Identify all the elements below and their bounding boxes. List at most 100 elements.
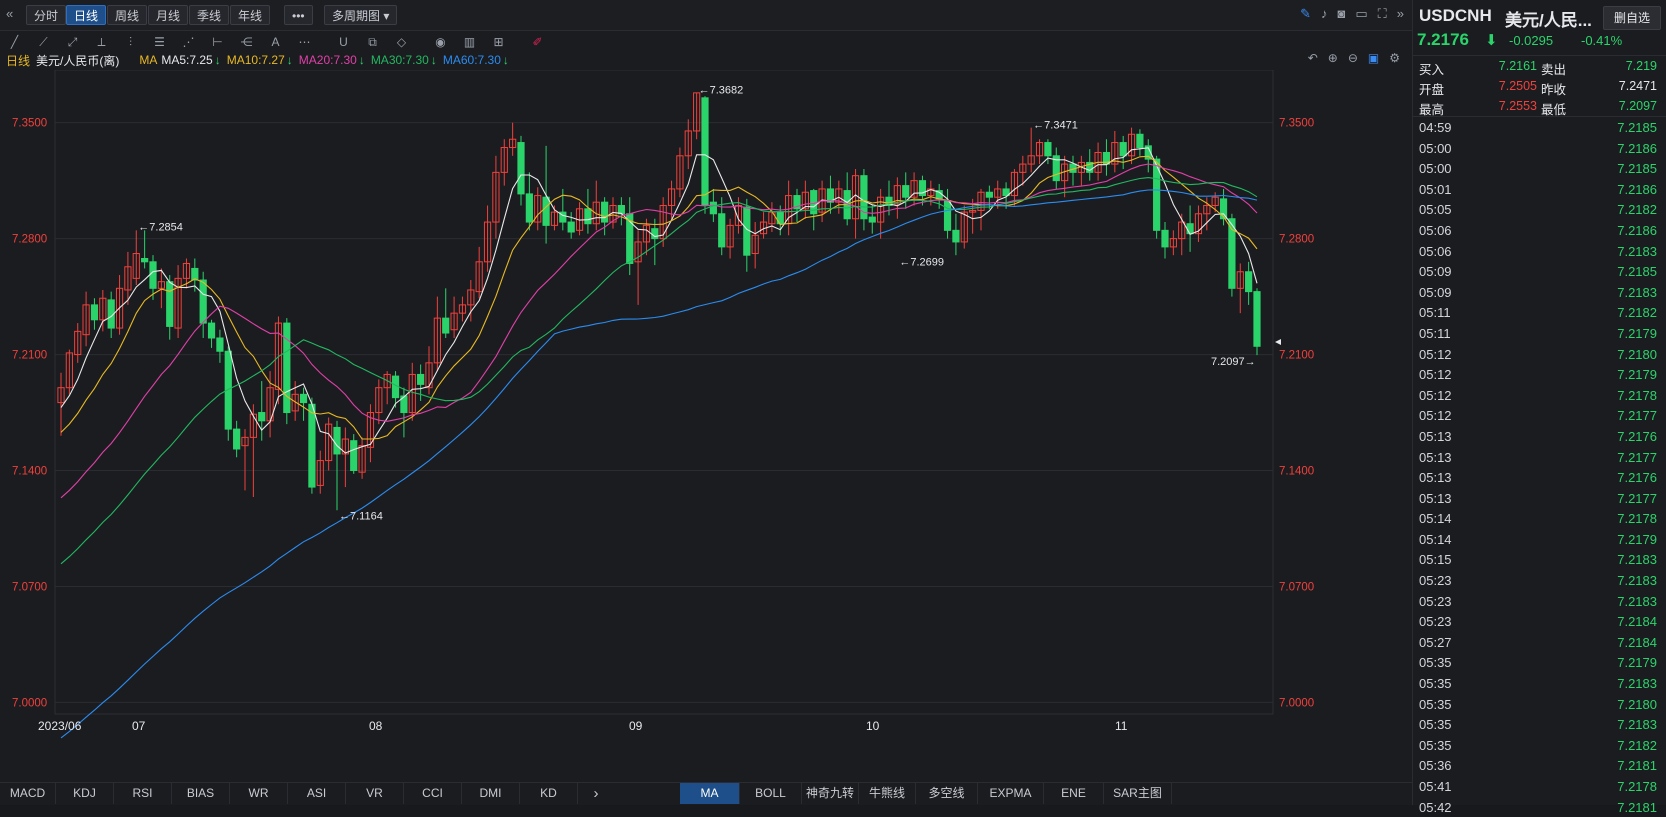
tab-kdj[interactable]: KDJ xyxy=(56,783,114,804)
multi-period-dropdown[interactable]: 多周期图 ▾ xyxy=(324,5,398,25)
parallel-tool-icon[interactable]: ⫶ xyxy=(128,34,132,49)
tab-cci[interactable]: CCI xyxy=(404,783,462,804)
tab-magic-nine[interactable]: 神奇九转 xyxy=(802,783,859,804)
camera-icon[interactable]: ◙ xyxy=(1337,6,1346,21)
zoom-in-icon[interactable]: ⊕ xyxy=(1327,51,1338,65)
screen-icon[interactable]: ▭ xyxy=(1355,6,1368,21)
double-chevron-right-icon[interactable]: » xyxy=(1396,6,1404,21)
candle-down xyxy=(1119,142,1127,157)
tab-sar[interactable]: SAR主图 xyxy=(1104,783,1172,804)
candle-up xyxy=(249,413,257,438)
candle-down xyxy=(1044,142,1052,157)
segment-tool-icon[interactable]: ⤢ xyxy=(67,34,78,49)
tick-row: 05:13 7.2176 xyxy=(1413,426,1666,447)
more-periods-button[interactable]: ••• xyxy=(284,5,313,25)
layout-icon[interactable]: ▣ xyxy=(1367,51,1380,65)
candle-down xyxy=(141,257,149,263)
tick-list[interactable]: 04:59 7.2185 05:00 7.2186 05:00 7.2185 05:01 7.… xyxy=(1413,116,1666,817)
fib-tool-icon[interactable]: ☰ xyxy=(154,35,165,49)
tick-time: 05:35 xyxy=(1419,676,1452,692)
group-icon[interactable]: ⊞ xyxy=(493,35,504,49)
tab-ma[interactable]: MA xyxy=(680,783,740,804)
candle-up xyxy=(1019,163,1027,173)
candle-up xyxy=(877,196,885,223)
tab-dmi[interactable]: DMI xyxy=(462,783,520,804)
tick-price: 7.2186 xyxy=(1617,181,1657,197)
tick-row: 05:23 7.2183 xyxy=(1413,591,1666,612)
fan-tool-icon[interactable]: ⋲ xyxy=(240,35,253,49)
gann-tool-icon[interactable]: ⋰ xyxy=(182,35,195,49)
bell-icon[interactable]: ♪ xyxy=(1321,6,1328,21)
magnet-icon[interactable]: U xyxy=(339,35,348,49)
tab-boll[interactable]: BOLL xyxy=(740,783,802,804)
period-tab-monthly[interactable]: 月线 xyxy=(148,5,189,25)
period-tab-daily[interactable]: 日线 xyxy=(66,5,107,25)
chevron-right-icon[interactable]: › xyxy=(593,785,599,802)
quote-label: 卖出 xyxy=(1541,63,1567,77)
candle-down xyxy=(902,185,910,198)
candle-up xyxy=(291,393,299,412)
period-tab-quarterly[interactable]: 季线 xyxy=(189,5,230,25)
tab-asi[interactable]: ASI xyxy=(288,783,346,804)
double-chevron-left-icon[interactable]: « xyxy=(6,6,14,21)
candle-down xyxy=(943,200,952,231)
trash-icon[interactable]: ▥ xyxy=(463,35,476,49)
tab-rsi[interactable]: RSI xyxy=(114,783,172,804)
quote-value: 7.2553 xyxy=(1498,99,1537,113)
tick-price: 7.2178 xyxy=(1617,511,1657,527)
quote-label: 最低 xyxy=(1541,103,1567,117)
tab-bull-bear-line[interactable]: 牛熊线 xyxy=(859,783,916,804)
copy-icon[interactable]: ⧉ xyxy=(368,34,377,49)
more-tools-icon[interactable]: ⋯ xyxy=(298,35,311,49)
kline-chart[interactable]: 7.3500 7.3500 7.2800 7.2800 7.2100 7.2100 7.14… xyxy=(0,70,1412,770)
tab-wr[interactable]: WR xyxy=(230,783,288,804)
candle-up xyxy=(458,304,467,314)
kline-chart-svg[interactable]: 7.3500 7.3500 7.2800 7.2800 7.2100 7.2100 7.14… xyxy=(0,70,1412,770)
channel-tool-icon[interactable]: ⟂ xyxy=(97,34,106,49)
tick-price: 7.2180 xyxy=(1617,346,1657,362)
tab-long-short-line[interactable]: 多空线 xyxy=(916,783,978,804)
eye-icon[interactable]: ◉ xyxy=(435,35,446,49)
tick-time: 05:13 xyxy=(1419,470,1452,486)
price-change-percent: -0.41% xyxy=(1581,33,1623,48)
fullscreen-icon[interactable]: ⛶ xyxy=(1377,6,1387,21)
quote-label: 最高 xyxy=(1419,103,1445,117)
period-tab-weekly[interactable]: 周线 xyxy=(107,5,148,25)
line-tool-icon[interactable]: ╱ xyxy=(10,35,19,49)
tab-expma[interactable]: EXPMA xyxy=(978,783,1044,804)
ruler-icon[interactable]: ✐ xyxy=(532,35,543,49)
tab-ene[interactable]: ENE xyxy=(1044,783,1104,804)
tab-macd[interactable]: MACD xyxy=(0,783,56,804)
tab-kd[interactable]: KD xyxy=(520,783,578,804)
candle-down xyxy=(1153,158,1161,231)
candle-up xyxy=(684,130,692,157)
tick-row: 05:00 7.2185 xyxy=(1413,158,1666,179)
pencil-icon[interactable]: ✎ xyxy=(1300,6,1311,21)
period-tab-intraday[interactable]: 分时 xyxy=(26,5,67,25)
tick-row: 05:09 7.2183 xyxy=(1413,282,1666,303)
ray-tool-icon[interactable]: ⟋ xyxy=(39,34,48,49)
candle-up xyxy=(492,171,500,223)
drawing-toolbar: ╱ ⟋ ⤢ ⟂ ⫶ ☰ ⋰ ⊢ ⋲ A ⋯ U ⧉ ◇ ◉ ▥ ⊞ ✐ xyxy=(0,31,1412,53)
tab-vr[interactable]: VR xyxy=(346,783,404,804)
undo-icon[interactable]: ↶ xyxy=(1307,51,1318,65)
candle-up xyxy=(475,261,483,293)
remove-favorite-button[interactable]: 删自选 xyxy=(1602,6,1661,30)
period-tab-yearly[interactable]: 年线 xyxy=(230,5,271,25)
y-tick-label-right: 7.1400 xyxy=(1279,466,1314,478)
candle-down xyxy=(283,322,291,414)
text-tool-icon[interactable]: A xyxy=(271,35,280,49)
candle-up xyxy=(1211,196,1219,206)
tab-bias[interactable]: BIAS xyxy=(172,783,230,804)
candle-up xyxy=(509,138,517,149)
candle-down xyxy=(718,213,726,248)
settings-icon[interactable]: ⚙ xyxy=(1389,51,1400,65)
candle-up xyxy=(893,185,901,205)
ma5-down-arrow-icon: ↓ xyxy=(214,53,221,67)
tick-time: 05:09 xyxy=(1419,284,1452,300)
measure-tool-icon[interactable]: ⊢ xyxy=(212,35,223,49)
eraser-icon[interactable]: ◇ xyxy=(396,35,407,49)
tick-time: 05:06 xyxy=(1419,222,1452,238)
zoom-out-icon[interactable]: ⊖ xyxy=(1347,51,1358,65)
